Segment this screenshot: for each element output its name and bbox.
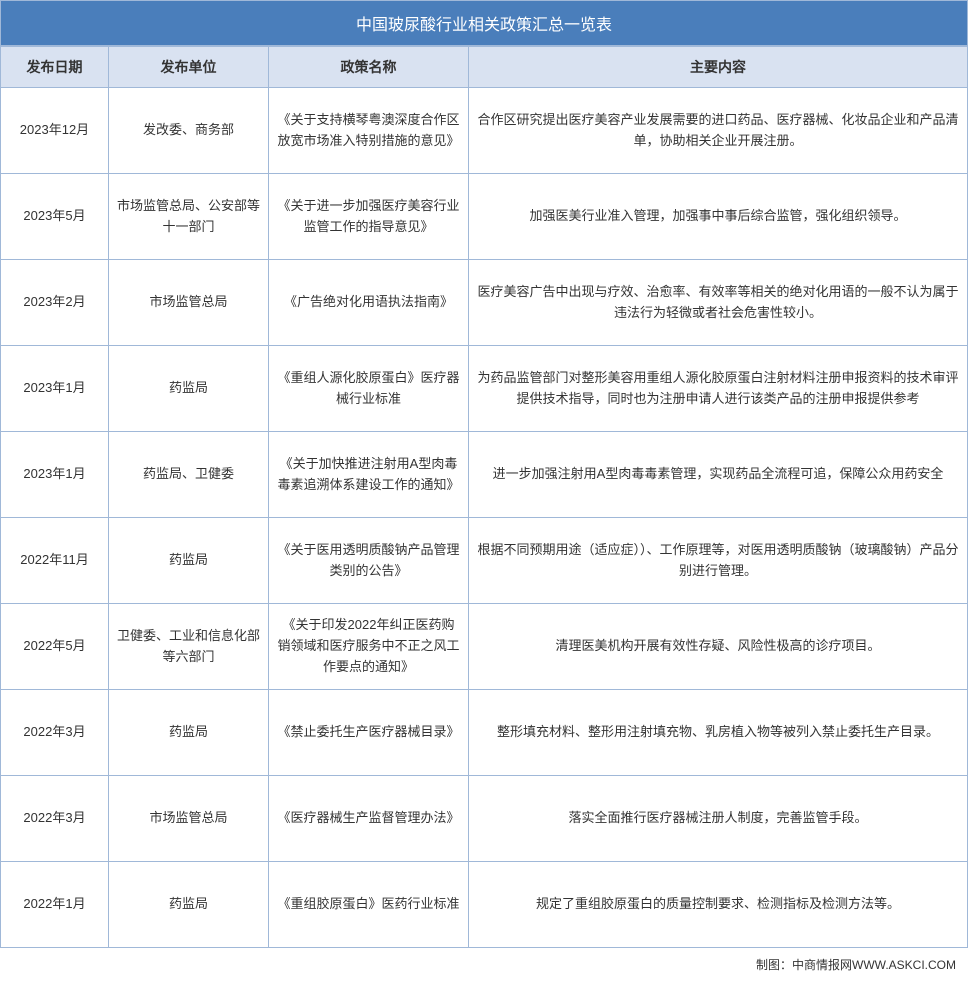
cell-content: 根据不同预期用途（适应症））、工作原理等，对医用透明质酸钠（玻璃酸钠）产品分别进… bbox=[469, 518, 968, 604]
cell-org: 药监局、卫健委 bbox=[109, 432, 269, 518]
cell-name: 《重组人源化胶原蛋白》医疗器械行业标准 bbox=[269, 346, 469, 432]
table-row: 2023年12月 发改委、商务部 《关于支持横琴粤澳深度合作区放宽市场准入特别措… bbox=[1, 88, 968, 174]
cell-content: 医疗美容广告中出现与疗效、治愈率、有效率等相关的绝对化用语的一般不认为属于违法行… bbox=[469, 260, 968, 346]
cell-date: 2022年5月 bbox=[1, 604, 109, 690]
cell-name: 《关于加快推进注射用A型肉毒毒素追溯体系建设工作的通知》 bbox=[269, 432, 469, 518]
cell-name: 《关于印发2022年纠正医药购销领域和医疗服务中不正之风工作要点的通知》 bbox=[269, 604, 469, 690]
cell-name: 《关于支持横琴粤澳深度合作区放宽市场准入特别措施的意见》 bbox=[269, 88, 469, 174]
cell-name: 《重组胶原蛋白》医药行业标准 bbox=[269, 862, 469, 948]
table-row: 2023年2月 市场监管总局 《广告绝对化用语执法指南》 医疗美容广告中出现与疗… bbox=[1, 260, 968, 346]
cell-content: 落实全面推行医疗器械注册人制度，完善监管手段。 bbox=[469, 776, 968, 862]
table-body: 2023年12月 发改委、商务部 《关于支持横琴粤澳深度合作区放宽市场准入特别措… bbox=[1, 88, 968, 948]
cell-content: 合作区研究提出医疗美容产业发展需要的进口药品、医疗器械、化妆品企业和产品清单，协… bbox=[469, 88, 968, 174]
table-footer: 制图：中商情报网WWW.ASKCI.COM bbox=[0, 948, 968, 981]
cell-content: 加强医美行业准入管理，加强事中事后综合监管，强化组织领导。 bbox=[469, 174, 968, 260]
cell-date: 2023年1月 bbox=[1, 432, 109, 518]
table-title: 中国玻尿酸行业相关政策汇总一览表 bbox=[0, 0, 968, 46]
cell-org: 药监局 bbox=[109, 690, 269, 776]
cell-org: 药监局 bbox=[109, 518, 269, 604]
table-header-row: 发布日期 发布单位 政策名称 主要内容 bbox=[1, 47, 968, 88]
cell-name: 《禁止委托生产医疗器械目录》 bbox=[269, 690, 469, 776]
cell-content: 进一步加强注射用A型肉毒毒素管理，实现药品全流程可追，保障公众用药安全 bbox=[469, 432, 968, 518]
cell-org: 市场监管总局、公安部等十一部门 bbox=[109, 174, 269, 260]
cell-name: 《关于进一步加强医疗美容行业监管工作的指导意见》 bbox=[269, 174, 469, 260]
table-row: 2022年5月 卫健委、工业和信息化部等六部门 《关于印发2022年纠正医药购销… bbox=[1, 604, 968, 690]
cell-date: 2023年12月 bbox=[1, 88, 109, 174]
table-row: 2023年5月 市场监管总局、公安部等十一部门 《关于进一步加强医疗美容行业监管… bbox=[1, 174, 968, 260]
column-header-org: 发布单位 bbox=[109, 47, 269, 88]
cell-date: 2022年11月 bbox=[1, 518, 109, 604]
cell-org: 卫健委、工业和信息化部等六部门 bbox=[109, 604, 269, 690]
cell-date: 2023年2月 bbox=[1, 260, 109, 346]
cell-name: 《医疗器械生产监督管理办法》 bbox=[269, 776, 469, 862]
cell-content: 规定了重组胶原蛋白的质量控制要求、检测指标及检测方法等。 bbox=[469, 862, 968, 948]
cell-org: 发改委、商务部 bbox=[109, 88, 269, 174]
cell-date: 2023年1月 bbox=[1, 346, 109, 432]
column-header-content: 主要内容 bbox=[469, 47, 968, 88]
cell-date: 2022年3月 bbox=[1, 690, 109, 776]
table-row: 2022年11月 药监局 《关于医用透明质酸钠产品管理类别的公告》 根据不同预期… bbox=[1, 518, 968, 604]
table-row: 2023年1月 药监局、卫健委 《关于加快推进注射用A型肉毒毒素追溯体系建设工作… bbox=[1, 432, 968, 518]
table-container: 中国玻尿酸行业相关政策汇总一览表 发布日期 发布单位 政策名称 主要内容 202… bbox=[0, 0, 968, 981]
table-row: 2022年3月 药监局 《禁止委托生产医疗器械目录》 整形填充材料、整形用注射填… bbox=[1, 690, 968, 776]
cell-content: 整形填充材料、整形用注射填充物、乳房植入物等被列入禁止委托生产目录。 bbox=[469, 690, 968, 776]
cell-content: 为药品监管部门对整形美容用重组人源化胶原蛋白注射材料注册申报资料的技术审评提供技… bbox=[469, 346, 968, 432]
cell-name: 《广告绝对化用语执法指南》 bbox=[269, 260, 469, 346]
table-row: 2023年1月 药监局 《重组人源化胶原蛋白》医疗器械行业标准 为药品监管部门对… bbox=[1, 346, 968, 432]
cell-org: 市场监管总局 bbox=[109, 776, 269, 862]
cell-date: 2023年5月 bbox=[1, 174, 109, 260]
policy-table: 发布日期 发布单位 政策名称 主要内容 2023年12月 发改委、商务部 《关于… bbox=[0, 46, 968, 948]
table-row: 2022年1月 药监局 《重组胶原蛋白》医药行业标准 规定了重组胶原蛋白的质量控… bbox=[1, 862, 968, 948]
cell-date: 2022年1月 bbox=[1, 862, 109, 948]
cell-org: 药监局 bbox=[109, 346, 269, 432]
cell-org: 药监局 bbox=[109, 862, 269, 948]
cell-date: 2022年3月 bbox=[1, 776, 109, 862]
cell-org: 市场监管总局 bbox=[109, 260, 269, 346]
column-header-date: 发布日期 bbox=[1, 47, 109, 88]
cell-name: 《关于医用透明质酸钠产品管理类别的公告》 bbox=[269, 518, 469, 604]
column-header-name: 政策名称 bbox=[269, 47, 469, 88]
cell-content: 清理医美机构开展有效性存疑、风险性极高的诊疗项目。 bbox=[469, 604, 968, 690]
table-row: 2022年3月 市场监管总局 《医疗器械生产监督管理办法》 落实全面推行医疗器械… bbox=[1, 776, 968, 862]
